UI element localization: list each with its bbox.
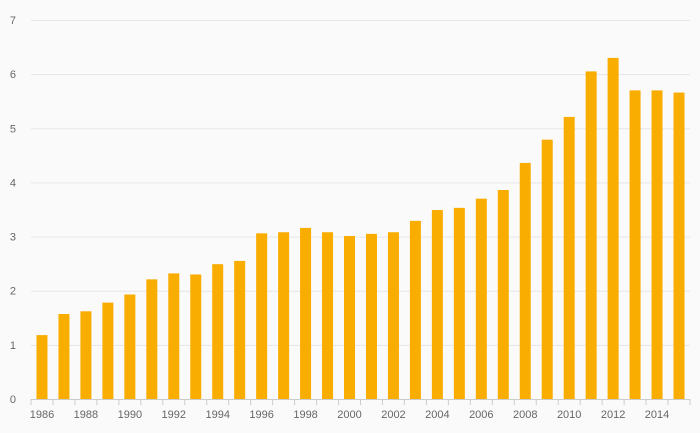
y-tick-label: 7: [10, 15, 16, 27]
x-axis: 1986 1988 1990 1992 1994 1996 1998 2000 2002 2004…: [30, 399, 691, 421]
bar: [146, 279, 158, 399]
bar: [58, 313, 70, 399]
x-tick-label: 1996: [249, 409, 273, 421]
bar: [475, 198, 487, 399]
bars: [36, 57, 685, 400]
x-tick-label: 2004: [425, 409, 449, 421]
bar: [497, 190, 509, 399]
y-tick-label: 4: [10, 177, 16, 189]
y-tick-label: 0: [10, 394, 16, 406]
bar: [519, 162, 531, 399]
x-tick-label: 1994: [205, 409, 229, 421]
bar: [453, 207, 465, 399]
bar: [629, 90, 641, 399]
bar: [322, 232, 334, 399]
grid-lines: [31, 20, 690, 346]
bar: [36, 335, 48, 399]
bar: [190, 274, 202, 399]
x-tick-label: 1992: [162, 409, 186, 421]
bar: [585, 71, 597, 399]
x-tick-label: 1998: [293, 409, 317, 421]
bar: [541, 139, 553, 400]
bar: [278, 232, 290, 399]
y-tick-label: 2: [10, 286, 16, 298]
bar: [80, 311, 92, 399]
x-tick-label: 2006: [469, 409, 493, 421]
bar: [607, 57, 619, 400]
bar: [102, 302, 114, 399]
y-tick-label: 3: [10, 232, 16, 244]
bar: [212, 264, 224, 399]
bar: [651, 90, 663, 399]
bar: [365, 233, 377, 399]
bar: [673, 92, 685, 400]
x-tick-label: 2008: [513, 409, 537, 421]
x-tick-label: 1986: [30, 409, 54, 421]
bar: [300, 227, 312, 399]
bar: [168, 273, 180, 399]
x-tick-label: 2012: [601, 409, 625, 421]
bar: [431, 210, 443, 399]
bar: [387, 232, 399, 399]
x-tick-label: 2010: [557, 409, 581, 421]
bar: [344, 236, 356, 399]
y-tick-label: 6: [10, 69, 16, 81]
bar: [409, 220, 421, 399]
y-tick-label: 1: [10, 340, 16, 352]
y-axis: 0 1 2 3 4 5 6 7: [10, 15, 16, 406]
bar: [563, 116, 575, 399]
x-tick-label: 1988: [74, 409, 98, 421]
bar: [256, 233, 268, 399]
y-tick-label: 5: [10, 123, 16, 135]
x-tick-label: 1990: [118, 409, 142, 421]
x-tick-label: 2002: [381, 409, 405, 421]
bar: [124, 294, 136, 399]
x-tick-label: 2000: [337, 409, 361, 421]
bar: [234, 260, 246, 399]
x-tick-label: 2014: [645, 409, 669, 421]
